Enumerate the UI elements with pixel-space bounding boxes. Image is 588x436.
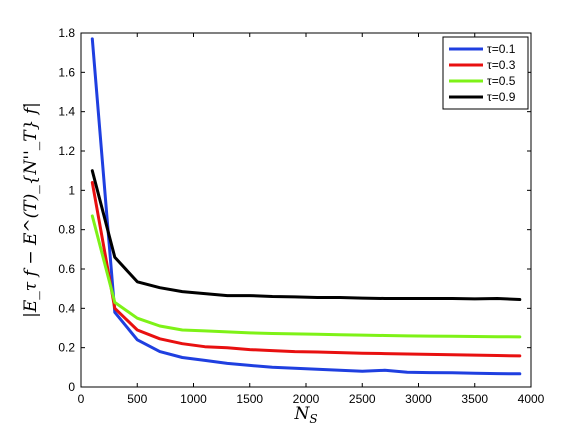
x-tick-label: 3500 (461, 392, 488, 406)
series-line---0-5 (90, 214, 522, 339)
legend-label: τ=0.9 (487, 90, 516, 104)
x-tick-label: 1500 (236, 392, 263, 406)
x-tick-label: 4000 (518, 392, 545, 406)
y-tick-label: 1 (68, 183, 75, 197)
y-tick-label: 1.8 (58, 26, 75, 40)
y-tick-label: 0.6 (58, 262, 75, 276)
y-axis-label: |E_τ f − E^(T)_{N''_T} f| (21, 102, 41, 318)
series-line---0-1 (90, 37, 522, 376)
legend: τ=0.1 τ=0.3 τ=0.5 τ=0.9 (442, 36, 529, 110)
x-tick-label: 3000 (405, 392, 432, 406)
series-layer (90, 37, 522, 376)
x-tick-label: 2000 (293, 392, 320, 406)
x-axis-label: NS (293, 404, 317, 426)
legend-label: τ=0.3 (487, 58, 516, 72)
y-tick-label: 1.4 (58, 105, 75, 119)
series-line---0-3 (90, 181, 522, 358)
series-line---0-9 (90, 169, 522, 301)
y-axis: 0 0.2 0.4 0.6 0.8 1 1.2 1.4 1.6 1.8 (58, 26, 531, 394)
y-tick-label: 1.6 (58, 65, 75, 79)
x-tick-label: 500 (127, 392, 147, 406)
x-tick-label: 0 (78, 392, 85, 406)
y-tick-label: 0.2 (58, 341, 75, 355)
y-tick-label: 1.2 (58, 144, 75, 158)
legend-label: τ=0.5 (487, 74, 516, 88)
y-tick-label: 0.8 (58, 223, 75, 237)
x-tick-label: 2500 (349, 392, 376, 406)
x-axis: 0 500 1000 1500 2000 2500 3000 3500 4000 (78, 33, 545, 406)
legend-label: τ=0.1 (487, 42, 516, 56)
x-tick-label: 1000 (180, 392, 207, 406)
y-tick-label: 0.4 (58, 301, 75, 315)
y-tick-label: 0 (68, 380, 75, 394)
